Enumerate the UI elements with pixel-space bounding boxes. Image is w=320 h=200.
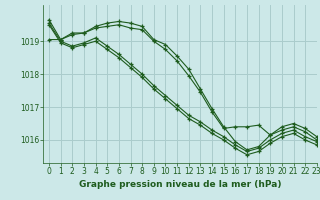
X-axis label: Graphe pression niveau de la mer (hPa): Graphe pression niveau de la mer (hPa) (79, 180, 281, 189)
